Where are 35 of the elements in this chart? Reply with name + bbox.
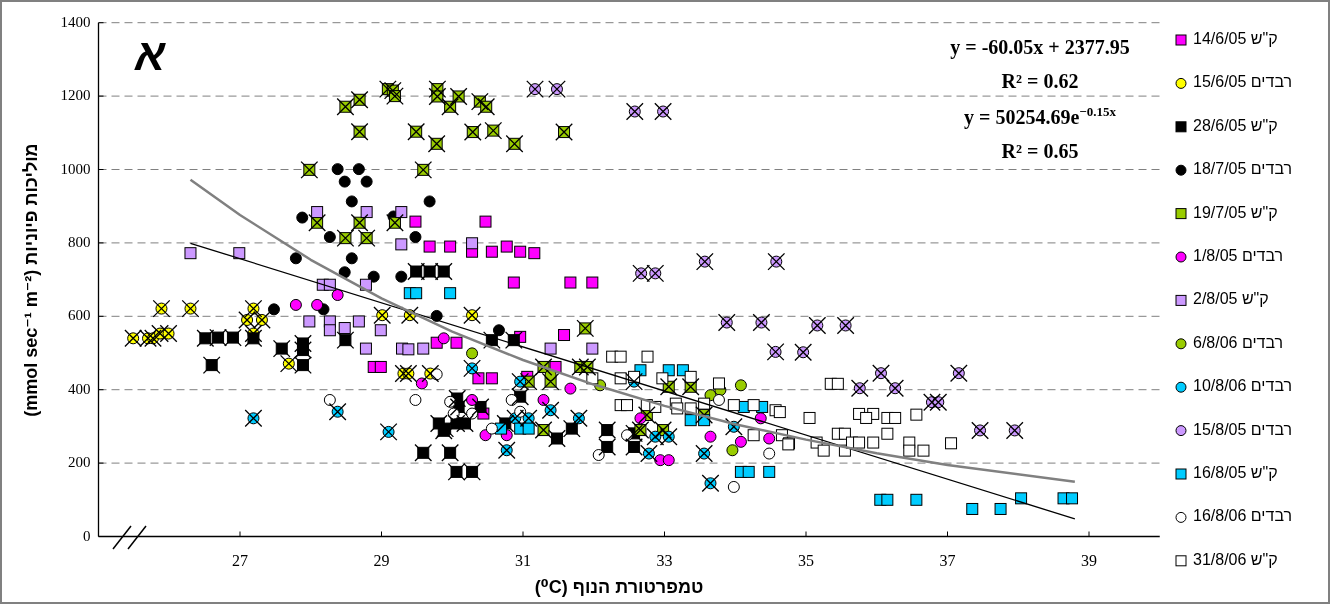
y-tick-label: 1400 — [59, 13, 91, 31]
y-tick-label: 800 — [68, 233, 91, 250]
y-tick-label: 600 — [68, 307, 91, 324]
x-axis-title: טמפרטורת הנוף (⁰C) — [533, 576, 705, 598]
legend-label: ק"ש 16/8/05 — [1193, 464, 1278, 482]
y-tick-label: 1200 — [59, 87, 91, 105]
y-tick-label: 200 — [67, 454, 91, 472]
legend-label: ק"ש 31/8/06 — [1193, 550, 1278, 569]
y-tick-label: 1000 — [60, 160, 91, 177]
legend-label: רבדים 1/8/05 — [1193, 247, 1284, 265]
legend-label: רבדים 18/7/05 — [1193, 160, 1293, 179]
legend-label: ק"ש 28/6/05 — [1193, 116, 1278, 135]
legend-label: רבדים 15/8/05 — [1193, 420, 1293, 439]
x-tick-label: 33 — [655, 551, 674, 570]
y-tick-label: 0 — [82, 527, 91, 545]
x-tick-label: 29 — [372, 551, 391, 570]
x-tick-label: 39 — [1080, 551, 1098, 570]
legend-label: רבדים 15/6/05 — [1193, 73, 1293, 92]
legend-label: רבדים 6/8/06 — [1193, 333, 1284, 352]
x-tick-label: 27 — [231, 551, 249, 570]
x-tick-label: 37 — [938, 551, 957, 570]
annotation: א — [135, 30, 166, 80]
legend-label: רבדים 16/8/06 — [1193, 507, 1293, 526]
legend-label: רבדים 10/8/06 — [1193, 377, 1293, 396]
annotation: R² = 0.62 — [1000, 70, 1080, 93]
legend-label: ק"ש 2/8/05 — [1193, 290, 1269, 309]
y-axis-title: מוליכות פיוניות (mmol sec⁻¹ m⁻²) — [20, 141, 42, 419]
legend-label: ק"ש 14/6/05 — [1193, 30, 1278, 48]
annotation: y = -60.05x + 2377.95 — [949, 36, 1131, 59]
x-tick-label: 31 — [514, 551, 532, 570]
annotation: y = 50254.69e$^{−0.15x}$ — [963, 104, 1117, 129]
legend-label: ק"ש 19/7/05 — [1193, 203, 1278, 222]
annotation: R² = 0.65 — [1000, 140, 1080, 163]
x-tick-label: 35 — [797, 551, 815, 570]
y-tick-label: 400 — [68, 380, 91, 397]
